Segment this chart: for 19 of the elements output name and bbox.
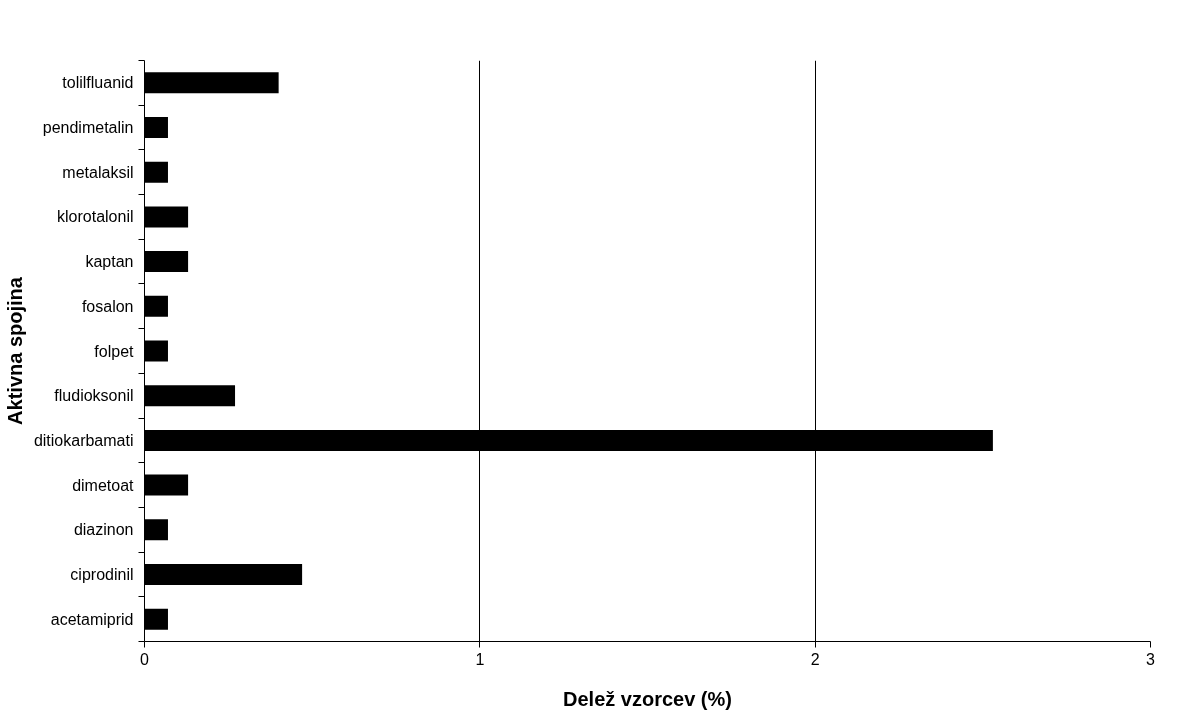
x-tick-label: 3 — [1146, 650, 1156, 668]
y-axis-title: Aktivna spojina — [3, 276, 26, 425]
y-tick-label: klorotalonil — [57, 208, 134, 226]
y-tick-label: ditiokarbamati — [33, 431, 134, 449]
y-tick-label: ciprodinil — [70, 565, 134, 583]
y-tick-label: dimetoat — [72, 476, 135, 494]
x-tick-label: 2 — [810, 650, 820, 668]
y-tick-label: acetamiprid — [50, 610, 134, 628]
x-tick-label: 1 — [475, 650, 485, 668]
y-tick-label: kaptan — [85, 253, 134, 271]
y-tick-label: pendimetalin — [42, 119, 134, 137]
y-tick-label: fosalon — [81, 297, 134, 315]
y-tick-label: metalaksil — [62, 163, 134, 181]
y-tick-label: tolilfluanid — [62, 74, 134, 92]
x-tick-label: 0 — [140, 650, 150, 668]
y-tick-label: fludioksonil — [54, 387, 134, 405]
y-tick-label: folpet — [94, 342, 135, 360]
x-axis-title: Delež vzorcev (%) — [563, 687, 732, 710]
y-tick-label: diazinon — [73, 521, 134, 539]
